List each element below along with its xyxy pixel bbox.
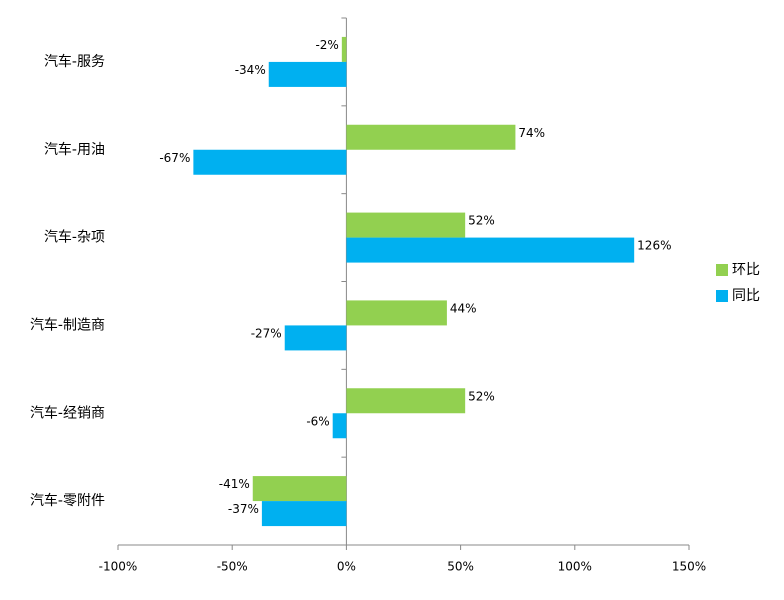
- x-tick-label: 0%: [337, 560, 356, 574]
- value-label: 74%: [518, 126, 545, 140]
- bar: [346, 237, 635, 263]
- bar: [284, 325, 347, 351]
- x-tick-label: 50%: [447, 560, 474, 574]
- bar: [346, 124, 516, 150]
- value-label: -27%: [251, 326, 282, 340]
- x-tick-label: -100%: [99, 560, 138, 574]
- value-label: -34%: [235, 63, 266, 77]
- value-label: -2%: [315, 38, 338, 52]
- bar: [332, 413, 347, 439]
- value-label: -37%: [228, 502, 259, 516]
- x-tick-label: -50%: [217, 560, 248, 574]
- bar: [268, 61, 347, 87]
- bar: [346, 300, 447, 326]
- value-label: 44%: [450, 301, 477, 315]
- bar: [261, 501, 347, 527]
- value-label: -41%: [219, 477, 250, 491]
- bar: [341, 36, 347, 62]
- category-label: 汽车-用油: [44, 141, 105, 158]
- legend-label: 同比: [732, 288, 760, 304]
- bar: [346, 212, 466, 238]
- legend-label: 环比: [732, 262, 760, 278]
- legend-swatch: [716, 264, 728, 276]
- value-label: -67%: [159, 151, 190, 165]
- category-label: 汽车-杂项: [44, 229, 105, 246]
- x-tick-label: 100%: [558, 560, 592, 574]
- value-label: 52%: [468, 214, 495, 228]
- category-label: 汽车-服务: [44, 53, 105, 70]
- category-label: 汽车-零附件: [30, 492, 105, 509]
- bar: [252, 476, 347, 502]
- category-label: 汽车-经销商: [30, 404, 105, 421]
- value-label: 126%: [637, 239, 671, 253]
- x-tick-label: 150%: [672, 560, 706, 574]
- bar: [346, 388, 466, 414]
- legend-swatch: [716, 290, 728, 302]
- value-label: 52%: [468, 389, 495, 403]
- value-label: -6%: [306, 414, 329, 428]
- category-label: 汽车-制造商: [30, 316, 105, 333]
- bar: [193, 149, 347, 175]
